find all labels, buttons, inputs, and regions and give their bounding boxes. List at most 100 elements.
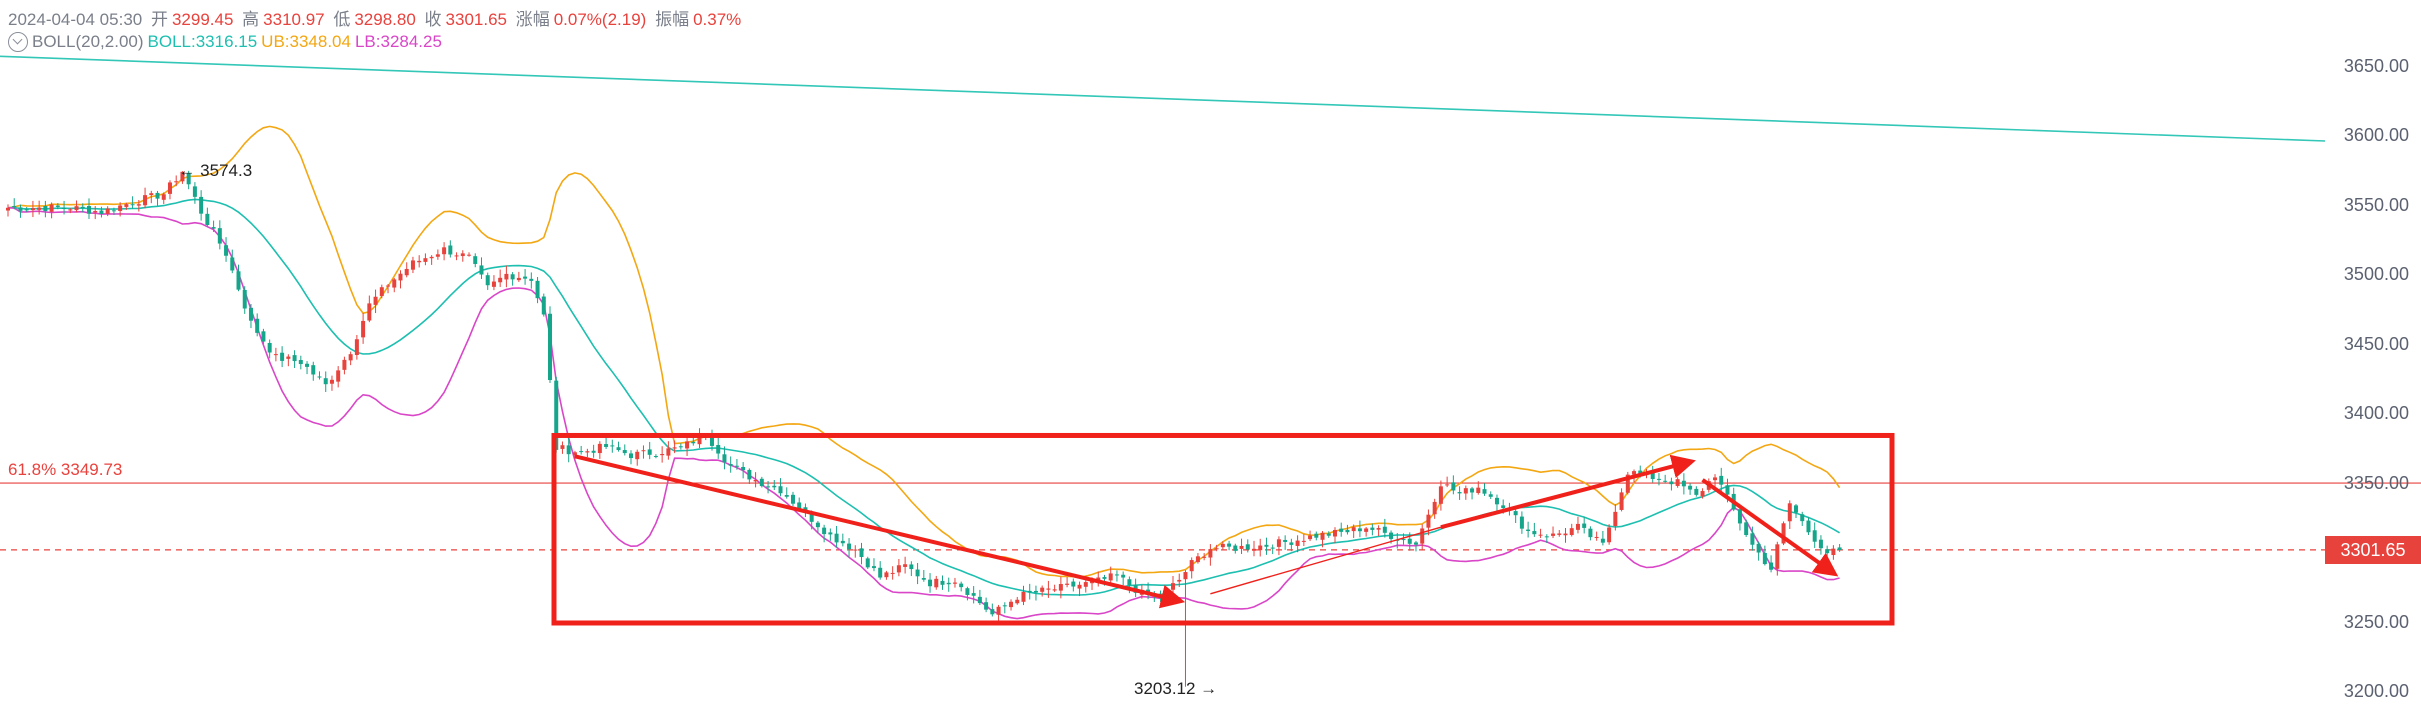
candle-body — [1519, 516, 1524, 529]
boll-name: BOLL(20,2.00) — [32, 32, 144, 51]
candle-body — [211, 227, 216, 229]
candle-body — [236, 271, 241, 290]
candle-body — [1345, 529, 1350, 533]
candle-body — [6, 207, 10, 211]
candle-body — [286, 356, 291, 359]
candle-body — [635, 451, 640, 460]
amplitude-label: 振幅 — [655, 10, 690, 29]
candle-body — [1470, 488, 1475, 493]
candle-body — [186, 173, 191, 185]
candle-body — [847, 543, 852, 550]
y-tick-label: 3550.00 — [2343, 194, 2409, 215]
candle-body — [230, 257, 235, 271]
candle-body — [1027, 590, 1032, 593]
candle-body — [1551, 533, 1556, 536]
candle-body — [1239, 545, 1244, 549]
candle-body — [529, 278, 534, 281]
candle-body — [1370, 527, 1375, 530]
candle-body — [1669, 481, 1674, 485]
candle-body — [803, 507, 808, 511]
y-tick-label: 3600.00 — [2343, 125, 2409, 146]
candle-body — [554, 380, 559, 450]
candle-body — [386, 285, 391, 287]
candle-body — [336, 370, 341, 382]
candle-body — [853, 549, 858, 551]
candle-body — [1532, 531, 1537, 535]
candle-body — [1482, 489, 1487, 494]
candle-body — [1656, 478, 1661, 480]
open-label: 开 — [150, 10, 168, 29]
candle-body — [1015, 599, 1020, 604]
candle-body — [1825, 549, 1830, 554]
candle-body — [535, 280, 540, 299]
candle-body — [379, 287, 384, 296]
candle-body — [454, 255, 459, 257]
candle-body — [1831, 548, 1836, 556]
candle-body — [361, 320, 366, 338]
candle-body — [996, 606, 1001, 615]
candle-body — [1681, 480, 1686, 487]
candle-body — [604, 444, 609, 447]
candle-body — [728, 464, 733, 466]
candle-body — [348, 354, 353, 361]
candle-body — [1108, 573, 1113, 581]
candle-body — [709, 437, 714, 446]
candle-body — [815, 522, 820, 528]
candle-body — [591, 450, 596, 453]
candle-body — [24, 209, 29, 211]
candle-body — [734, 465, 739, 467]
candle-body — [1494, 497, 1499, 505]
candle-body — [859, 548, 864, 558]
candle-body — [143, 195, 148, 206]
candle-body — [1214, 548, 1219, 550]
candle-body — [896, 565, 901, 573]
candle-body — [111, 210, 116, 212]
candle-body — [616, 447, 621, 451]
candle-body — [460, 253, 465, 257]
candle-body — [1301, 540, 1306, 542]
candle-body — [1264, 544, 1269, 547]
candle-body — [37, 207, 42, 210]
candle-body — [597, 443, 602, 454]
candle-body — [915, 569, 920, 577]
candle-body — [946, 582, 951, 585]
candle-body — [367, 303, 372, 321]
candle-body — [697, 434, 702, 445]
y-tick-label: 3250.00 — [2343, 611, 2409, 632]
candle-body — [105, 208, 110, 214]
candle-body — [317, 376, 322, 378]
candle-body — [653, 456, 658, 458]
candle-body — [610, 445, 615, 447]
candle-body — [68, 209, 73, 211]
down-arrow-2 — [1701, 478, 1839, 577]
candle-body — [1837, 547, 1842, 551]
trend-connector — [1210, 526, 1442, 595]
candle-body — [1364, 528, 1369, 532]
candle-body — [1065, 583, 1070, 585]
candle-body — [1719, 475, 1724, 485]
candle-body — [1432, 501, 1437, 515]
candle-body — [1426, 514, 1431, 528]
candle-body — [1818, 539, 1823, 549]
close-label: 收 — [424, 10, 442, 29]
high-value: 3310.97 — [263, 10, 325, 29]
candle-body — [548, 313, 553, 381]
candle-body — [354, 339, 359, 355]
candle-body — [722, 454, 727, 463]
candle-body — [952, 582, 957, 584]
candle-body — [180, 171, 185, 182]
candle-body — [410, 260, 415, 270]
candle-body — [1544, 536, 1549, 538]
candle-body — [523, 276, 528, 279]
candle-body — [1351, 527, 1356, 532]
candle-body — [1588, 528, 1593, 538]
candle-body — [1694, 488, 1699, 495]
candle-body — [1233, 545, 1238, 551]
collapse-toggle-icon[interactable] — [8, 32, 28, 52]
candle-body — [1171, 583, 1176, 590]
candle-body — [940, 580, 945, 585]
candle-body — [1326, 533, 1331, 536]
candle-body — [292, 355, 297, 362]
candle-body — [1787, 503, 1792, 522]
candle-body — [1407, 538, 1412, 544]
